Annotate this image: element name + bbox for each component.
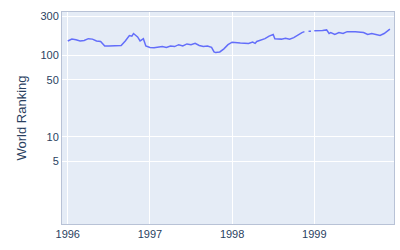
svg-text:10: 10	[47, 131, 59, 143]
svg-text:5: 5	[53, 155, 59, 167]
svg-text:1996: 1996	[56, 228, 80, 240]
svg-text:1998: 1998	[220, 228, 244, 240]
svg-text:100: 100	[40, 49, 58, 61]
svg-text:1997: 1997	[138, 228, 162, 240]
svg-text:World Ranking: World Ranking	[14, 75, 29, 160]
svg-text:300: 300	[40, 10, 58, 22]
svg-text:1999: 1999	[302, 228, 326, 240]
svg-text:50: 50	[47, 74, 59, 86]
